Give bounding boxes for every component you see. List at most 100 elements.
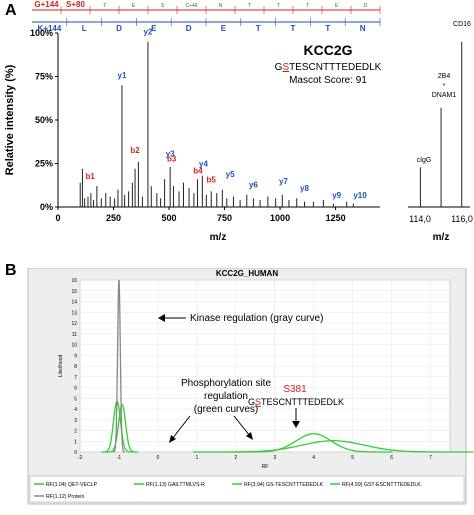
legend-label: RF(4.59) GST-ESCNTTTEDEDLK [342,482,421,488]
legend-label: RF(3.94) GS-TESCNTTTEDEDLK [244,482,324,488]
x-tick-label: 6 [390,455,393,461]
phospho-arrow-right [233,415,251,437]
spectrum-y-label: Relative intensity (%) [4,64,16,175]
inset-label-cigg: cIgG [417,157,432,164]
y-track-label: L [82,24,87,33]
b-track-label: E [132,3,136,9]
x-tick-label: 1 [195,455,198,461]
b-track-label: T [306,3,309,9]
legend-label: RF(1.13) GAILTTMLVS-R [146,482,205,488]
panel-a-label: A [5,2,17,19]
fragment-sequence-map: G+144 S+80 T E S C+46 N T T T E D K+144 L D E D E T T T N [32,0,381,33]
mascot-score: Mascot Score: 91 [289,75,367,86]
kinase-annotation: Kinase regulation (gray curve) [190,313,323,324]
b-track-label: S+80 [66,0,85,9]
b-track-label: G+144 [34,0,59,9]
plot-y-label: Likelihood [58,355,64,378]
ion-label: y6 [249,181,258,190]
inset-label-cd16: CD16 [453,21,471,28]
y-track-label: T [256,24,261,33]
spectrum-peaks [79,41,354,207]
b-track-label: N [219,3,223,9]
y-track-label: T [325,24,330,33]
b-track-label: T [103,3,106,9]
x-tick-label: 1250 [326,213,346,223]
spectrum-x-ticks: 0 250 500 750 1000 1250 [55,207,346,223]
y-track-label: E [151,24,157,33]
y-tick-label: 7 [74,375,77,381]
spectrum-x-label: m/z [210,232,227,243]
x-tick-label: 0 [157,455,160,461]
y-track-label: D [116,24,122,33]
x-tick-label: -1 [117,455,122,461]
x-tick-label: 7 [429,455,432,461]
y-tick-label: 2 [74,429,77,435]
y-tick-label: 100% [30,28,53,38]
ion-label: y8 [300,184,309,193]
b-track-label: C+46 [185,3,197,9]
kinase-arrowhead [158,314,165,322]
y-track-label: D [186,24,192,33]
b-track-label: D [364,3,368,9]
b-track-label: T [277,3,280,9]
b-track-label: E [335,3,339,9]
y-tick-label: 4 [74,407,77,413]
y-tick-label: 12 [71,321,77,327]
site-sequence: GSTESCNTTTEDEDLK [248,397,344,407]
b-track-label: S [161,3,165,9]
legend-box [29,475,465,503]
ion-label: b2 [130,146,140,155]
x-tick-label: 0 [55,213,60,223]
y-tick-label: 5 [74,396,77,402]
y-track-label: N [360,24,366,33]
likelihood-curve [106,403,138,453]
panel-b-label: B [5,262,17,279]
inset-label-dnam1: DNAM1 [432,92,457,99]
y-tick-label: 0% [40,202,53,212]
likelihood-curve [112,279,126,453]
y-tick-label: 14 [71,300,77,306]
y-tick-label: 25% [35,159,53,169]
x-tick-label: 1000 [270,213,290,223]
plot-x-label: RF [262,464,269,470]
y-tick-label: 3 [74,418,77,424]
inset-reporter-peaks [419,41,463,207]
phospho-annotation-1: Phosphorylation site [181,378,271,389]
y-tick-label: 16 [71,278,77,284]
ion-label: b4 [193,167,203,176]
y-tick-label: 10 [71,343,77,349]
x-tick-label: 2 [234,455,237,461]
ion-label: y2 [143,27,152,36]
x-tick-label: 250 [106,213,121,223]
y-tick-label: 15 [71,289,77,295]
y-tick-label: 1 [74,439,77,445]
y-tick-label: 9 [74,353,77,359]
inset-label-star: * [443,83,446,90]
x-tick-label: 750 [217,213,232,223]
peptide-sequence: GSTESCNTTTEDEDLK [275,62,382,73]
legend-label: RF(1.12) Protein [46,494,84,500]
y-tick-label: 0 [74,450,77,456]
ion-label: y5 [226,170,235,179]
plot-x-ticks: -2 -1 0 1 2 3 4 5 6 7 [78,455,432,461]
site-annotation: S381 [283,384,307,395]
y-track-label: E [221,24,227,33]
ion-label: y9 [332,191,341,200]
inset-label-2b4: 2B4 [438,73,451,80]
x-tick-label: 500 [162,213,177,223]
ion-label: y7 [279,177,288,186]
y-track-label: K+144 [38,24,62,33]
spectrum-y-ticks: 0% 25% 50% 75% 100% [30,28,58,212]
inset-tick-114: 114,0 [409,214,431,224]
phospho-annotation-3: (green curves) [194,404,258,415]
ion-label: b3 [167,155,177,164]
ion-label: y3 [166,149,175,158]
legend-label: RF(1.04) QET-VECLP [46,482,98,488]
site-arrowhead [292,421,300,428]
y-tick-label: 13 [71,310,77,316]
ion-label: y1 [118,71,127,80]
legend: RF(1.04) QET-VECLP RF(1.13) GAILTTMLVS-R R… [34,482,421,500]
x-tick-label: 5 [351,455,354,461]
